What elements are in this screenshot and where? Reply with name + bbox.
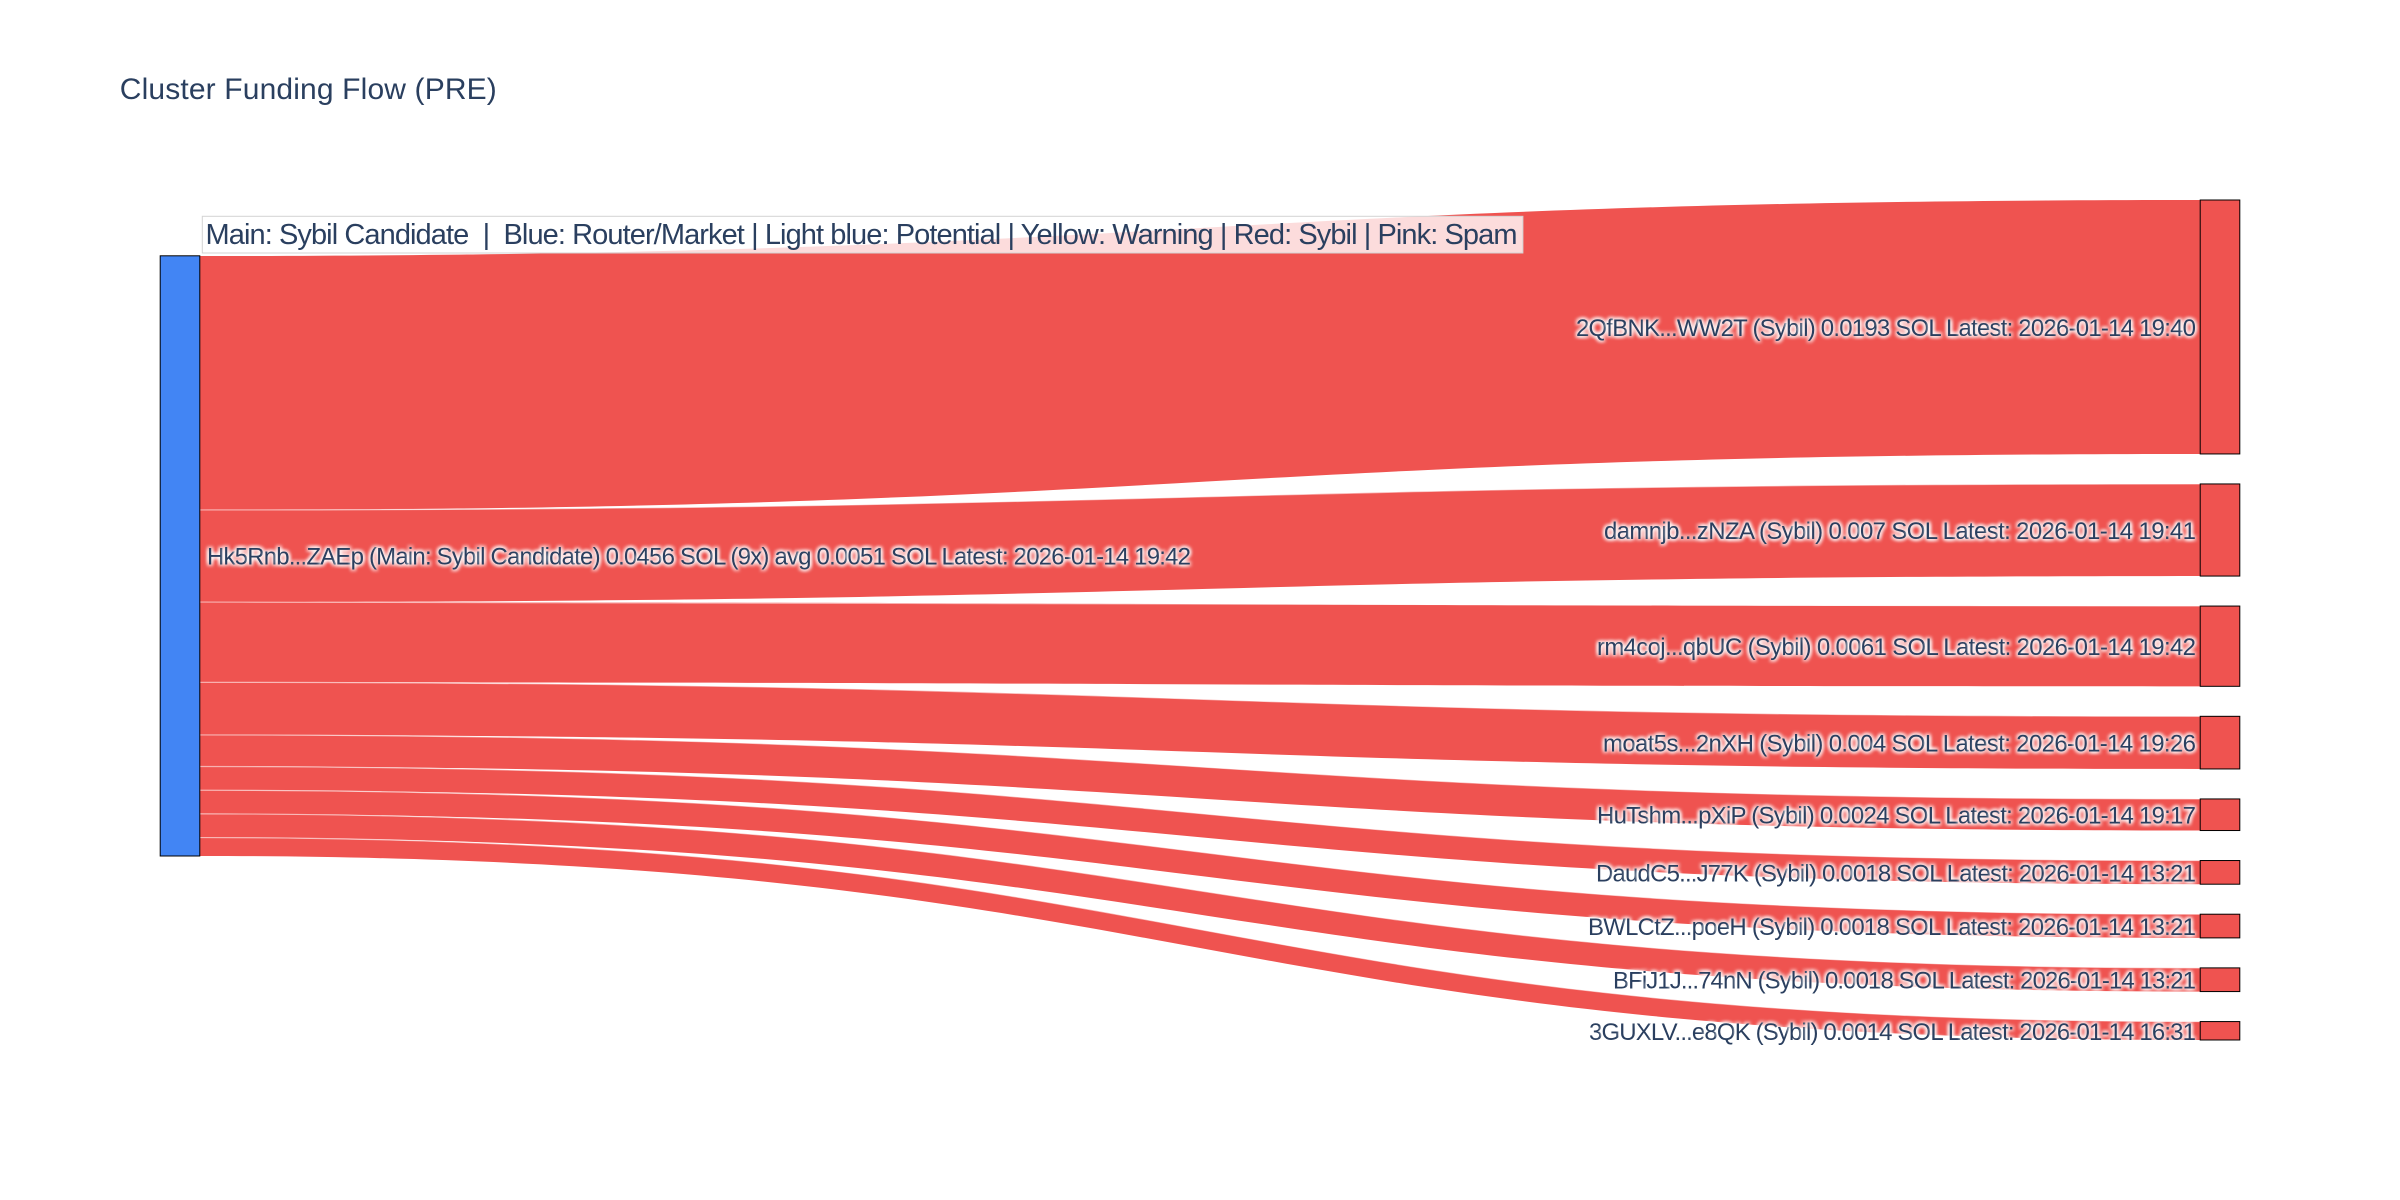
svg-text:Cluster Funding Flow (PRE): Cluster Funding Flow (PRE) xyxy=(120,73,497,106)
svg-text:BWLCtZ...poeH (Sybil) 0.0018 S: BWLCtZ...poeH (Sybil) 0.0018 SOL Latest:… xyxy=(1588,914,2196,941)
svg-text:HuTshm...pXiP (Sybil) 0.0024 S: HuTshm...pXiP (Sybil) 0.0024 SOL Latest:… xyxy=(1597,803,2196,830)
svg-text:3GUXLV...e8QK (Sybil) 0.0014 S: 3GUXLV...e8QK (Sybil) 0.0014 SOL Latest:… xyxy=(1589,1019,2196,1046)
svg-text:moat5s...2nXH (Sybil) 0.004 SO: moat5s...2nXH (Sybil) 0.004 SOL Latest: … xyxy=(1603,731,2196,758)
svg-text:Hk5Rnb...ZAEp (Main: Sybil Can: Hk5Rnb...ZAEp (Main: Sybil Candidate) 0.… xyxy=(207,544,1191,571)
svg-text:damnjb...zNZA (Sybil) 0.007 SO: damnjb...zNZA (Sybil) 0.007 SOL Latest: … xyxy=(1604,518,2196,545)
svg-text:rm4coj...qbUC (Sybil) 0.0061 S: rm4coj...qbUC (Sybil) 0.0061 SOL Latest:… xyxy=(1597,634,2196,661)
svg-text:DaudC5...J77K (Sybil) 0.0018 S: DaudC5...J77K (Sybil) 0.0018 SOL Latest:… xyxy=(1596,860,2196,887)
svg-text:BFiJ1J...74nN (Sybil) 0.0018 S: BFiJ1J...74nN (Sybil) 0.0018 SOL Latest:… xyxy=(1613,968,2196,995)
svg-text:Main: Sybil Candidate | Blue: Main: Sybil Candidate | Blue: Router/Mar… xyxy=(206,219,1518,251)
svg-text:2QfBNK...WW2T (Sybil) 0.0193 S: 2QfBNK...WW2T (Sybil) 0.0193 SOL Latest:… xyxy=(1576,315,2196,342)
